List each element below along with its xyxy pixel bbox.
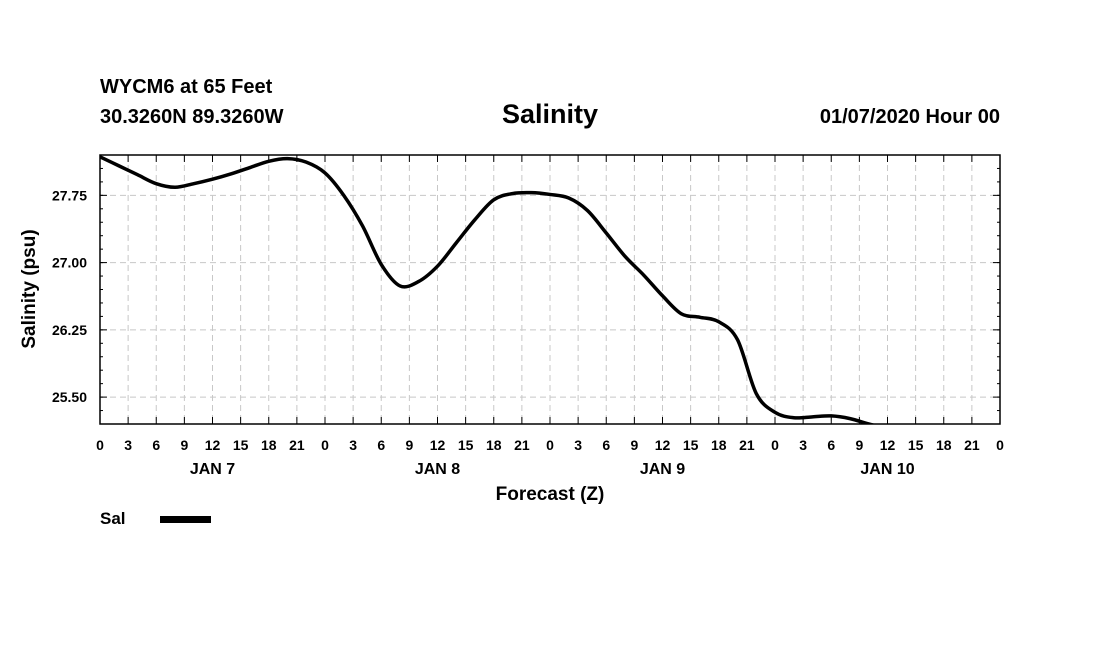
x-tick-label: 6	[377, 437, 385, 453]
day-label: JAN 7	[190, 461, 235, 478]
station-label: WYCM6 at 65 Feet	[100, 76, 273, 98]
legend-swatch	[160, 515, 211, 523]
x-tick-label: 21	[289, 437, 305, 453]
x-tick-label: 21	[964, 437, 980, 453]
forecast-timestamp: 01/07/2020 Hour 00	[819, 106, 1000, 128]
x-tick-label: 0	[996, 437, 1004, 453]
x-tick-label: 9	[180, 437, 188, 453]
x-tick-label: 6	[602, 437, 610, 453]
coordinates-label: 30.3260N 89.3260W	[100, 106, 284, 128]
x-tick-label: 21	[514, 437, 530, 453]
x-tick-label: 15	[233, 437, 249, 453]
x-tick-label: 12	[655, 437, 671, 453]
x-tick-label: 3	[574, 437, 582, 453]
chart-title: Salinity	[501, 99, 599, 129]
day-label: JAN 8	[415, 461, 460, 478]
x-tick-label: 18	[711, 437, 727, 453]
x-tick-label: 0	[321, 437, 329, 453]
x-tick-label: 18	[486, 437, 502, 453]
x-tick-label: 12	[205, 437, 221, 453]
x-tick-label: 12	[430, 437, 446, 453]
x-tick-label: 18	[261, 437, 277, 453]
y-tick-label: 25.50	[52, 389, 87, 405]
salinity-series-line	[100, 155, 876, 424]
x-tick-label: 12	[880, 437, 896, 453]
legend: Sal	[100, 509, 211, 529]
day-label: JAN 10	[860, 461, 914, 478]
x-tick-label: 9	[630, 437, 638, 453]
x-tick-label: 6	[152, 437, 160, 453]
x-axis-label: Forecast (Z)	[496, 484, 605, 505]
x-tick-label: 9	[405, 437, 413, 453]
x-tick-label: 15	[458, 437, 474, 453]
plot-frame	[99, 154, 1001, 425]
legend-label: Sal	[100, 509, 126, 528]
x-tick-label: 18	[936, 437, 952, 453]
y-axis-label: Salinity (psu)	[19, 229, 40, 348]
day-label: JAN 9	[640, 461, 685, 478]
y-tick-label: 27.00	[52, 255, 87, 271]
x-tick-label: 6	[827, 437, 835, 453]
x-tick-label: 3	[799, 437, 807, 453]
x-tick-label: 15	[683, 437, 699, 453]
x-tick-label: 0	[96, 437, 104, 453]
x-tick-label: 21	[739, 437, 755, 453]
x-tick-label: 3	[124, 437, 132, 453]
x-tick-label: 9	[855, 437, 863, 453]
x-tick-label: 0	[546, 437, 554, 453]
x-tick-label: 15	[908, 437, 924, 453]
y-tick-label: 27.75	[52, 187, 87, 203]
x-tick-label: 3	[349, 437, 357, 453]
x-tick-label: 0	[771, 437, 779, 453]
y-tick-label: 26.25	[52, 322, 87, 338]
